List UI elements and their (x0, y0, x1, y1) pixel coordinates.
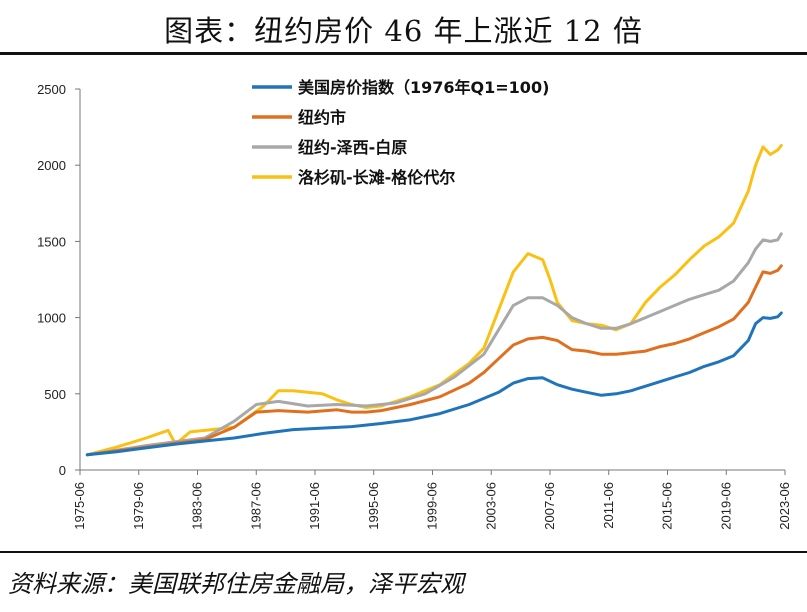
x-tick-label: 2023-06 (777, 482, 792, 530)
x-tick-label: 1987-06 (248, 482, 263, 530)
x-tick-label: 2003-06 (483, 482, 498, 530)
legend-label-1: 纽约市 (298, 108, 346, 127)
legend-label-0: 美国房价指数（1976年Q1=100) (298, 78, 549, 97)
x-tick-label: 1975-06 (72, 482, 87, 530)
legend: 美国房价指数（1976年Q1=100) 纽约市纽约-泽西-白原洛杉矶-长滩-格伦代… (252, 78, 549, 187)
series-line-2 (85, 232, 783, 457)
top-divider (0, 52, 807, 55)
y-tick-label: 1000 (37, 311, 66, 326)
x-tick-label: 2019-06 (718, 482, 733, 530)
legend-label-3: 洛杉矶-长滩-格伦代尔 (298, 168, 455, 187)
x-tick-label: 1999-06 (425, 482, 440, 530)
x-tick-label: 2015-06 (660, 482, 675, 530)
x-tick-label: 1995-06 (366, 482, 381, 530)
series-line-1 (85, 264, 783, 457)
x-tick-label: 2007-06 (542, 482, 557, 530)
x-tick-label: 1983-06 (190, 482, 205, 530)
series-line-0 (85, 311, 783, 457)
line-chart: 0 500 1000 1500 2000 2500 1975-06 1979-06 1983-0… (37, 78, 792, 530)
y-tick-label: 0 (59, 463, 66, 478)
bottom-divider (0, 551, 807, 553)
source-note: 资料来源：美国联邦住房金融局，泽平宏观 (8, 570, 464, 598)
y-tick-label: 500 (44, 387, 66, 402)
axes: 0 500 1000 1500 2000 2500 1975-06 1979-06 1983-0… (37, 82, 792, 530)
y-tick-label: 1500 (37, 234, 66, 249)
series-line-3 (85, 143, 783, 457)
x-tick-label: 2011-06 (601, 482, 616, 529)
y-tick-label: 2500 (37, 82, 66, 97)
legend-label-2: 纽约-泽西-白原 (298, 138, 407, 157)
x-tick-label: 1979-06 (131, 482, 146, 530)
x-tick-label: 1991-06 (307, 482, 322, 530)
page-title: 图表：纽约房价 46 年上涨近 12 倍 (164, 14, 643, 48)
y-tick-label: 2000 (37, 158, 66, 173)
series-lines (85, 143, 783, 457)
